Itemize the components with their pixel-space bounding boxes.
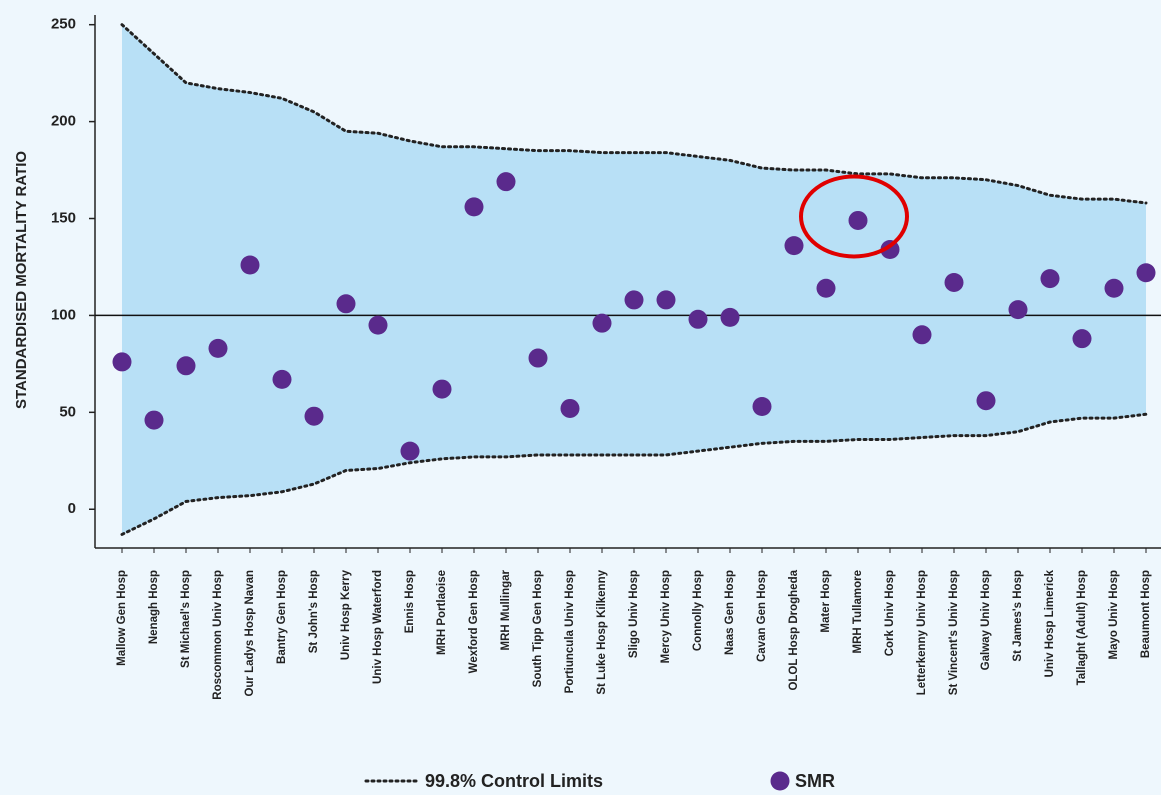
smr-point xyxy=(144,410,164,430)
x-tick-label: Tallaght (Adult) Hosp xyxy=(1076,570,1088,685)
x-tick-label: Mallow Gen Hosp xyxy=(116,570,128,666)
smr-point xyxy=(976,391,996,411)
smr-point xyxy=(912,325,932,345)
smr-point xyxy=(592,313,612,333)
smr-point xyxy=(656,290,676,310)
smr-point xyxy=(336,294,356,314)
control-band xyxy=(122,24,1146,535)
x-tick-label: St James's Hosp xyxy=(1012,570,1024,662)
y-tick-label: 250 xyxy=(51,16,76,33)
x-tick-label: Univ Hosp Waterford xyxy=(372,570,384,684)
highlight-ring xyxy=(799,174,909,259)
x-tick-label: Wexford Gen Hosp xyxy=(468,570,480,673)
smr-point xyxy=(400,441,420,461)
smr-point xyxy=(720,307,740,327)
smr-point xyxy=(560,398,580,418)
smr-point xyxy=(272,369,292,389)
legend-label: SMR xyxy=(795,771,835,791)
smr-point xyxy=(464,197,484,217)
smr-point xyxy=(816,278,836,298)
smr-point xyxy=(784,236,804,256)
x-tick-label: Univ Hosp Limerick xyxy=(1044,569,1056,677)
x-tick-label: Cavan Gen Hosp xyxy=(756,570,768,662)
x-tick-label: MRH Tullamore xyxy=(852,570,864,654)
x-tick-label: Naas Gen Hosp xyxy=(724,570,736,655)
x-tick-label: MRH Mullingar xyxy=(500,569,512,650)
x-tick-label: Beaumont Hosp xyxy=(1140,570,1152,658)
control-limit-line xyxy=(120,412,1148,536)
x-tick-label: St Michael's Hosp xyxy=(180,570,192,668)
smr-point xyxy=(368,315,388,335)
smr-point xyxy=(1072,329,1092,349)
smr-point xyxy=(1136,263,1156,283)
smr-point xyxy=(752,397,772,417)
x-tick-label: Mayo Univ Hosp xyxy=(1108,570,1120,659)
x-tick-label: Portiuncula Univ Hosp xyxy=(564,570,576,693)
smr-point xyxy=(176,356,196,376)
y-tick-label: 0 xyxy=(68,500,76,517)
smr-point xyxy=(240,255,260,275)
y-tick-label: 200 xyxy=(51,113,76,130)
x-tick-label: Bantry Gen Hosp xyxy=(276,570,288,664)
legend-label: 99.8% Control Limits xyxy=(425,771,603,791)
x-tick-label: Univ Hosp Kerry xyxy=(340,569,352,660)
y-tick-label: 150 xyxy=(51,209,76,226)
x-tick-label: Connolly Hosp xyxy=(692,570,704,651)
smr-point xyxy=(496,172,516,192)
x-tick-label: St Vincent's Univ Hosp xyxy=(948,570,960,695)
smr-point xyxy=(208,338,228,358)
x-tick-label: Letterkenny Univ Hosp xyxy=(916,570,928,695)
smr-point xyxy=(1008,300,1028,320)
smr-point xyxy=(528,348,548,368)
smr-point xyxy=(880,240,900,260)
x-tick-label: Ennis Hosp xyxy=(404,570,416,633)
x-tick-label: Galway Univ Hosp xyxy=(980,570,992,670)
y-axis-title: STANDARDISED MORTALITY RATIO xyxy=(13,151,30,409)
x-tick-label: Mater Hosp xyxy=(820,570,832,633)
smr-point xyxy=(944,272,964,292)
control-limit-line xyxy=(120,23,1148,205)
y-tick-label: 100 xyxy=(51,306,76,323)
x-tick-label: Mercy Univ Hosp xyxy=(660,570,672,663)
x-tick-label: Sligo Univ Hosp xyxy=(628,570,640,658)
x-tick-label: South Tipp Gen Hosp xyxy=(532,570,544,687)
smr-point xyxy=(1104,278,1124,298)
x-tick-label: Our Ladys Hosp Navan xyxy=(244,570,256,697)
x-tick-label: OLOL Hosp Drogheda xyxy=(788,569,800,690)
x-tick-label: Nenagh Hosp xyxy=(148,570,160,644)
smr-point xyxy=(304,406,324,426)
legend-marker xyxy=(770,771,790,791)
x-tick-label: MRH Portlaoise xyxy=(436,570,448,655)
x-tick-label: St Luke Hosp Kilkenny xyxy=(596,569,608,694)
smr-point xyxy=(112,352,132,372)
x-tick-label: St John's Hosp xyxy=(308,570,320,653)
smr-point xyxy=(848,210,868,230)
smr-point xyxy=(432,379,452,399)
x-tick-label: Roscommon Univ Hosp xyxy=(212,570,224,700)
smr-point xyxy=(688,309,708,329)
smr-point xyxy=(624,290,644,310)
y-tick-label: 50 xyxy=(59,403,76,420)
x-tick-label: Cork Univ Hosp xyxy=(884,570,896,656)
smr-point xyxy=(1040,269,1060,289)
